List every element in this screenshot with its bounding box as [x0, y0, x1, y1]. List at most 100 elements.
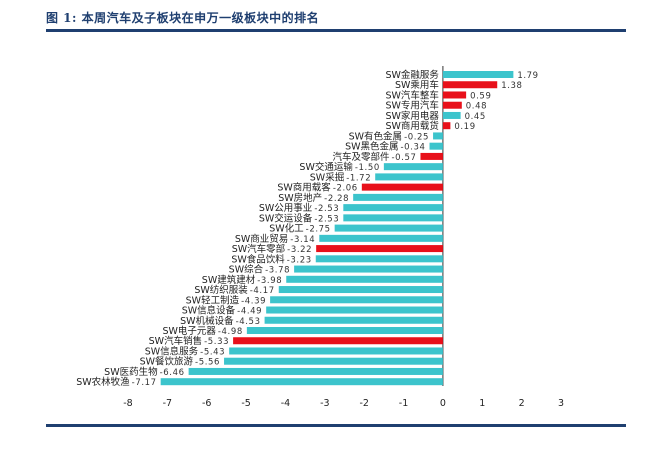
bar-25: [264, 316, 443, 324]
category-label: SW交通运输: [299, 161, 353, 173]
value-label: -2.53: [314, 214, 339, 224]
value-label: -3.14: [290, 235, 315, 245]
bar-28: [229, 347, 443, 355]
value-label: -2.06: [333, 184, 358, 194]
x-tick-label: -5: [241, 398, 250, 409]
value-label: -7.17: [132, 378, 157, 388]
bottom-rule: [46, 424, 626, 427]
bar-17: [319, 234, 443, 242]
bar-23: [270, 296, 443, 304]
value-label: -4.98: [218, 327, 243, 337]
bar-15: [343, 214, 443, 222]
value-label: -5.56: [195, 358, 220, 368]
bar-16: [334, 224, 443, 232]
category-label: SW餐饮旅游: [140, 356, 194, 368]
bar-9: [420, 152, 443, 160]
value-label: 1.79: [517, 71, 538, 81]
category-label: SW综合: [229, 264, 264, 276]
x-tick-label: -2: [359, 398, 368, 409]
category-label: SW食品饮料: [231, 253, 285, 265]
bar-30: [188, 367, 443, 375]
category-label: SW电子元器: [162, 325, 216, 337]
value-label: -3.98: [257, 276, 282, 286]
value-label: -0.34: [401, 143, 426, 153]
category-label: SW商用载客: [277, 182, 331, 194]
bar-1: [442, 71, 514, 78]
value-label: 0.59: [470, 91, 491, 101]
value-label: -6.46: [160, 368, 185, 378]
value-label: 0.19: [454, 122, 475, 132]
bar-5: [442, 111, 461, 119]
category-label: SW纺织服装: [194, 284, 248, 296]
value-label: -1.50: [355, 163, 380, 173]
bar-2: [442, 81, 498, 89]
x-tick-label: -7: [163, 398, 172, 409]
bar-29: [224, 357, 443, 365]
bar-11: [375, 173, 443, 181]
category-label: SW交运设备: [259, 212, 313, 224]
value-label: -4.49: [237, 307, 262, 317]
x-tick-label: -3: [320, 398, 329, 409]
category-label: SW建筑建材: [202, 274, 256, 286]
category-label: SW商业贸易: [235, 233, 288, 245]
value-label: -5.43: [200, 347, 225, 357]
figure-title: 图 1: 本周汽车及子板块在申万一级板块中的排名: [46, 11, 320, 25]
category-label: SW房地产: [278, 192, 322, 204]
value-label: -3.22: [287, 245, 312, 255]
value-label: -2.28: [324, 194, 349, 204]
x-tick-label: 0: [440, 398, 446, 409]
bar-8: [429, 142, 443, 150]
x-tick-label: -1: [399, 398, 408, 409]
category-label: SW家用电器: [385, 110, 439, 122]
chart-area: SW金融服务 1.79 SW乘用车 1.38 SW汽车整车 0.59 SW专用汽车 0.48 S…: [62, 40, 603, 414]
value-label: -4.17: [250, 286, 275, 296]
value-label: -4.53: [236, 317, 261, 327]
value-label: -0.57: [391, 153, 416, 163]
category-label: SW农林牧渔: [76, 376, 130, 388]
bar-18: [316, 245, 443, 253]
value-label: 1.38: [501, 81, 522, 91]
bar-31: [160, 378, 443, 386]
category-label: SW汽车销售: [149, 335, 202, 347]
category-label: SW信息服务: [145, 345, 199, 357]
category-label: SW商用载货: [385, 120, 438, 132]
category-label: SW有色金属: [349, 130, 402, 142]
category-label: SW汽车零部: [232, 243, 285, 255]
category-label: SW黑色金属: [345, 141, 398, 153]
category-label: SW信息设备: [182, 305, 236, 317]
value-label: -4.39: [241, 296, 266, 306]
value-label: -5.33: [204, 337, 229, 347]
bar-6: [442, 122, 451, 130]
value-label: -3.78: [265, 266, 290, 276]
value-label: -0.25: [404, 132, 429, 142]
bar-26: [246, 327, 443, 334]
x-tick-label: -6: [202, 398, 211, 409]
value-label: -2.53: [314, 204, 339, 214]
value-label: 0.45: [465, 112, 486, 122]
x-tick-label: 3: [558, 398, 564, 409]
x-tick-label: 1: [479, 398, 485, 409]
bar-22: [278, 286, 443, 294]
bar-10: [383, 163, 443, 171]
bar-20: [294, 265, 443, 273]
value-label: -2.75: [306, 225, 331, 235]
bar-21: [286, 275, 443, 283]
bar-chart: SW金融服务 1.79 SW乘用车 1.38 SW汽车整车 0.59 SW专用汽车 0.48 S…: [65, 43, 600, 409]
bar-24: [266, 306, 443, 314]
bar-12: [361, 183, 443, 191]
bar-27: [233, 337, 443, 345]
bar-4: [442, 101, 462, 109]
bar-7: [433, 132, 443, 140]
bar-19: [315, 255, 443, 263]
value-label: -1.72: [346, 173, 371, 183]
category-label: SW金融服务: [385, 69, 439, 81]
category-label: SW机械设备: [180, 315, 234, 327]
value-label: 0.48: [466, 102, 487, 112]
value-label: -3.23: [287, 255, 312, 265]
category-label: SW乘用车: [395, 79, 439, 91]
category-label: SW汽车整车: [385, 89, 438, 101]
category-label: SW公用事业: [259, 202, 312, 214]
category-label: SW采掘: [310, 171, 344, 183]
category-label: SW化工: [269, 223, 304, 235]
bar-3: [442, 91, 467, 99]
